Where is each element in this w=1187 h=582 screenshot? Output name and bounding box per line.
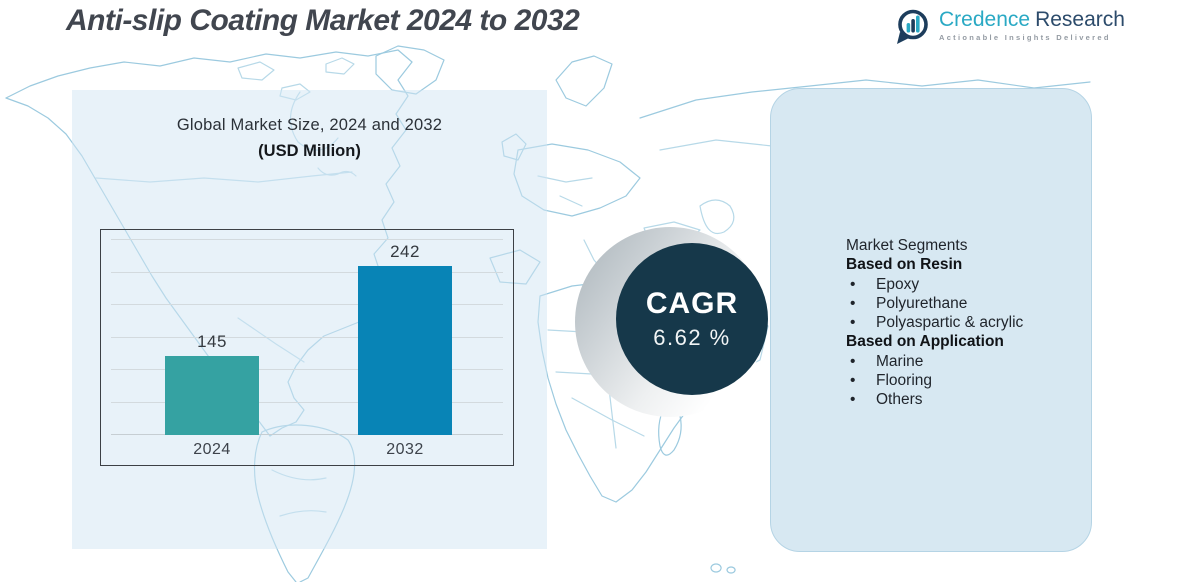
bar-group-2024: 145: [165, 332, 259, 435]
brand-name-second: Research: [1035, 8, 1125, 31]
bar-value-2032: 242: [390, 242, 420, 261]
bar-chart-bubble-icon: [897, 9, 928, 44]
segment-item-polyurethane: Polyurethane: [846, 294, 1092, 314]
brand-logo: Credence Research Actionable Insights Del…: [893, 6, 1125, 46]
bar-chart: 145 242 2024 2032: [100, 229, 514, 466]
bar-2024: [165, 356, 259, 435]
gridline: [111, 304, 503, 305]
bar-group-2032: 242: [358, 242, 452, 435]
segment-item-marine: Marine: [846, 352, 1092, 372]
market-segments-list: Market Segments Based on Resin Epoxy Pol…: [846, 236, 1092, 410]
gridline: [111, 239, 503, 240]
page-title: Anti-slip Coating Market 2024 to 2032: [66, 4, 580, 37]
bar-value-2024: 145: [197, 332, 227, 351]
segments-heading: Market Segments: [846, 237, 968, 254]
brand-logo-text: Credence Research Actionable Insights Del…: [939, 9, 1125, 43]
segment-item-epoxy: Epoxy: [846, 275, 1092, 295]
brand-name: Credence Research: [939, 9, 1125, 31]
chart-title: Global Market Size, 2024 and 2032: [176, 116, 443, 134]
segment-item-flooring: Flooring: [846, 371, 1092, 391]
segments-group-title-application: Based on Application: [846, 333, 1004, 351]
segment-item-others: Others: [846, 390, 1092, 410]
bar-2032: [358, 266, 452, 435]
brand-tagline: Actionable Insights Delivered: [939, 33, 1111, 42]
segment-item-polyaspartic-acrylic: Polyaspartic & acrylic: [846, 313, 1092, 333]
segments-group-title-resin: Based on Resin: [846, 256, 963, 274]
x-axis-label-2032: 2032: [386, 441, 424, 458]
cagr-badge: CAGR 6.62 %: [616, 243, 768, 395]
gridline: [111, 337, 503, 338]
chart-units-subtitle: (USD Million): [258, 142, 361, 160]
x-axis-label-2024: 2024: [193, 441, 231, 458]
brand-name-first: Credence: [939, 8, 1031, 31]
baseline-gridline: [111, 434, 503, 435]
gridline: [111, 272, 503, 273]
cagr-value: 6.62 %: [653, 325, 731, 350]
cagr-label: CAGR: [645, 287, 739, 320]
gridline: [111, 369, 503, 370]
chart-panel-background: [72, 90, 547, 549]
gridline: [111, 402, 503, 403]
